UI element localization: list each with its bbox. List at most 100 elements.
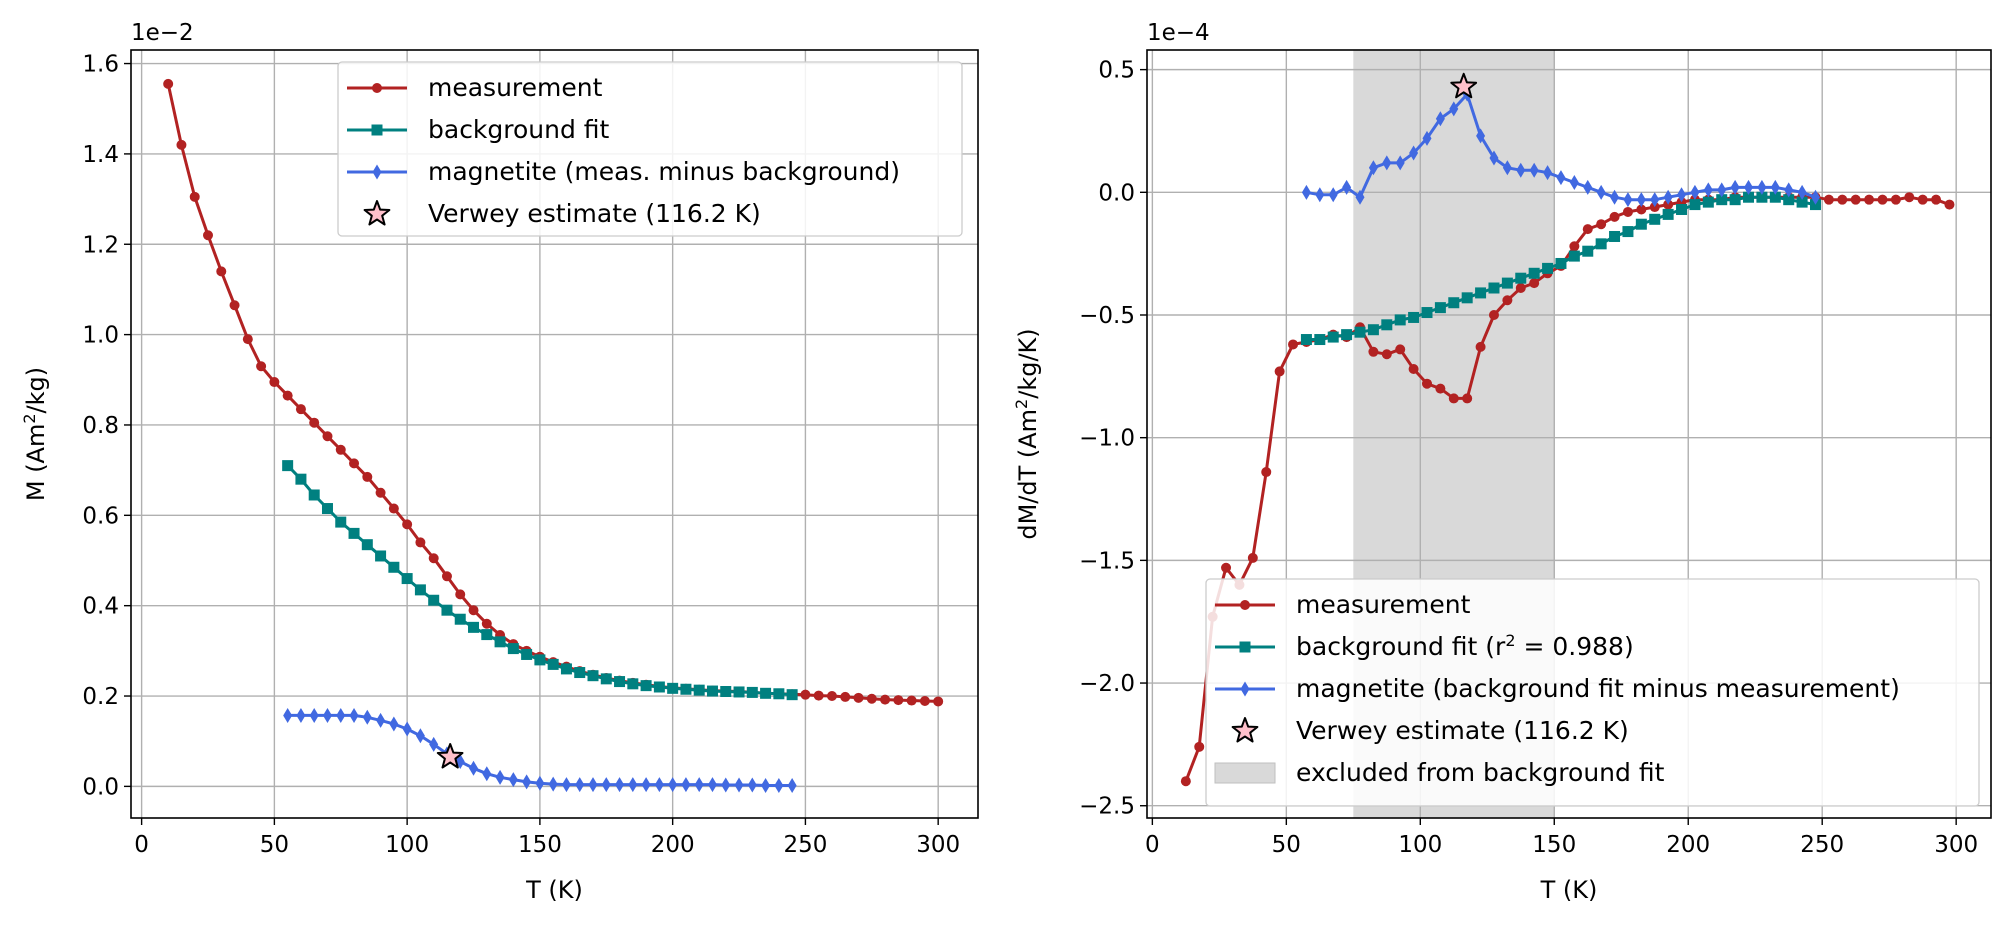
data-point bbox=[588, 777, 598, 793]
legend-handle-patch bbox=[1214, 762, 1276, 784]
data-point bbox=[454, 613, 466, 625]
data-point bbox=[349, 458, 360, 469]
data-point bbox=[654, 777, 664, 793]
verwey-star-marker bbox=[1450, 72, 1478, 99]
data-point bbox=[1944, 199, 1955, 210]
data-point bbox=[295, 404, 306, 415]
data-point bbox=[1449, 101, 1459, 117]
data-point bbox=[1743, 191, 1755, 203]
data-point bbox=[1368, 160, 1378, 176]
data-point bbox=[229, 300, 240, 311]
data-point bbox=[1569, 174, 1579, 190]
legend-handle-star bbox=[363, 200, 391, 226]
data-point bbox=[667, 682, 679, 694]
y-tick-label: 1.0 bbox=[82, 323, 119, 349]
data-point bbox=[389, 716, 399, 732]
data-point bbox=[653, 681, 665, 693]
data-point bbox=[1355, 189, 1365, 205]
y-tick-label: 0.8 bbox=[82, 413, 119, 439]
data-point bbox=[548, 776, 558, 792]
data-point bbox=[535, 775, 545, 791]
data-point bbox=[1703, 182, 1713, 198]
y-axis-label-left: M (Am2/kg) bbox=[20, 367, 50, 501]
data-point bbox=[1783, 194, 1795, 206]
data-point bbox=[1315, 187, 1325, 203]
data-point bbox=[761, 777, 771, 793]
data-point bbox=[1676, 203, 1688, 215]
data-point bbox=[428, 553, 439, 564]
data-point bbox=[1381, 349, 1392, 360]
data-point bbox=[1917, 194, 1928, 205]
data-point bbox=[706, 685, 718, 697]
data-point bbox=[189, 191, 200, 202]
data-point bbox=[1636, 192, 1646, 208]
data-point bbox=[375, 487, 386, 498]
data-point bbox=[1421, 378, 1432, 389]
data-point bbox=[468, 621, 480, 633]
data-point bbox=[1422, 130, 1432, 146]
x-tick-label: 300 bbox=[916, 832, 960, 858]
y-tick-label: −1.5 bbox=[1079, 548, 1135, 574]
y-axis-label-right: dM/dT (Am2/kg/K) bbox=[1012, 328, 1042, 539]
data-point bbox=[1342, 179, 1352, 195]
data-point bbox=[522, 774, 532, 790]
data-point bbox=[282, 390, 293, 401]
data-point bbox=[362, 471, 373, 482]
y-ticks-right: −2.5 −2.0 −1.5 −1.0 −0.5 0.0 0.5 bbox=[1079, 58, 1147, 820]
data-point bbox=[641, 777, 651, 793]
y-tick-label: 0.0 bbox=[1098, 180, 1135, 206]
series-right bbox=[1180, 72, 1955, 787]
data-point bbox=[1434, 302, 1446, 314]
data-point bbox=[429, 736, 439, 752]
y-tick-label: 1.6 bbox=[82, 52, 119, 78]
data-point bbox=[1702, 196, 1714, 208]
series-diamond bbox=[283, 707, 797, 793]
data-point bbox=[534, 654, 546, 666]
data-point bbox=[1823, 194, 1834, 205]
data-point bbox=[774, 777, 784, 793]
data-point bbox=[1488, 309, 1499, 320]
sci-label-right: 1e−4 bbox=[1147, 20, 1210, 46]
data-point bbox=[601, 777, 611, 793]
data-point bbox=[1543, 165, 1553, 181]
data-point bbox=[1435, 383, 1446, 394]
series-square bbox=[282, 460, 798, 701]
chart-left: 0 50 100 150 200 250 300 0.0 0.2 0.4 0.6 0.8 1.0 1.2… bbox=[20, 20, 979, 904]
data-point bbox=[1931, 194, 1942, 205]
data-point bbox=[507, 643, 519, 655]
data-point bbox=[1381, 319, 1393, 331]
data-point bbox=[1301, 184, 1311, 200]
x-tick-label: 250 bbox=[783, 832, 827, 858]
axes-frame-left bbox=[130, 49, 979, 819]
data-point bbox=[1663, 189, 1673, 205]
data-point bbox=[322, 707, 332, 723]
data-point bbox=[269, 377, 280, 388]
data-point bbox=[561, 777, 571, 793]
data-point bbox=[1583, 179, 1593, 195]
data-point bbox=[680, 683, 692, 695]
data-point bbox=[1489, 150, 1499, 166]
legend-box-left bbox=[337, 61, 963, 237]
data-point bbox=[401, 573, 413, 585]
data-point bbox=[587, 670, 599, 682]
series-square bbox=[1300, 191, 1822, 346]
data-point bbox=[1635, 218, 1647, 230]
data-point bbox=[402, 519, 413, 530]
data-point bbox=[919, 695, 930, 706]
data-point bbox=[335, 444, 346, 455]
data-point bbox=[1421, 307, 1433, 319]
data-point bbox=[933, 696, 944, 707]
data-point bbox=[1515, 283, 1526, 294]
data-point bbox=[760, 687, 772, 699]
data-point bbox=[1528, 267, 1540, 279]
data-point bbox=[308, 489, 320, 501]
legend-label-excluded: excluded from background fit bbox=[1296, 758, 1665, 787]
data-point bbox=[628, 777, 638, 793]
legend-label-background-fit: background fit (r2 = 0.988) bbox=[1296, 631, 1634, 661]
data-point bbox=[813, 690, 824, 701]
data-point bbox=[1797, 184, 1807, 200]
data-point bbox=[1475, 287, 1487, 299]
data-point bbox=[840, 691, 851, 702]
x-tick-label: 200 bbox=[1666, 832, 1710, 858]
data-point bbox=[1582, 224, 1593, 235]
